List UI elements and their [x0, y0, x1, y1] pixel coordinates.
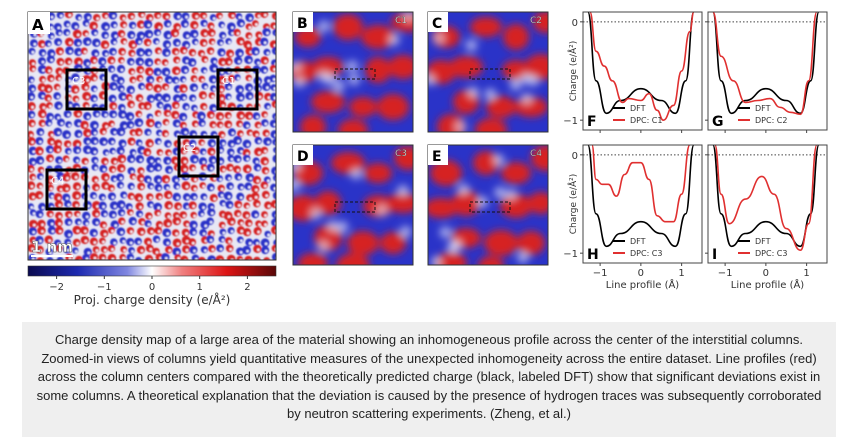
panel-label: E	[432, 149, 442, 165]
series-line-dft	[587, 145, 695, 248]
figure-caption: Charge density map of a large area of th…	[22, 322, 836, 437]
scale-bar-label: 1 nm	[31, 238, 73, 256]
line-profile-box	[469, 68, 511, 80]
y-tick-label: −1	[563, 249, 578, 260]
series-line-dpc	[591, 145, 691, 223]
series-line-dft	[712, 145, 820, 248]
colorbar-tick-label: 1	[197, 282, 203, 293]
column-box-c3: C3	[65, 68, 108, 111]
line-profile-box	[334, 68, 376, 80]
svg-text:C1: C1	[222, 76, 235, 87]
line-profile-box	[469, 201, 511, 213]
column-box-c2: C2	[177, 135, 220, 178]
colorbar-label: Proj. charge density (e/Å²)	[74, 292, 231, 307]
x-axis-label: Line profile (Å)	[606, 278, 680, 291]
series-line-dft	[712, 12, 820, 115]
column-box-c4: C4	[45, 168, 88, 211]
legend-label: DPC: C3	[630, 249, 662, 258]
panel-label: G	[712, 114, 724, 130]
legend-label: DFT	[755, 104, 771, 113]
x-tick-label: 1	[678, 268, 684, 279]
x-tick-label: 1	[803, 268, 809, 279]
legend-label: DPC: C1	[630, 116, 662, 125]
colorbar: −2 −1 0 1 2 Proj. charge density (e/Å²)	[27, 265, 277, 307]
legend-label: DFT	[630, 237, 646, 246]
colorbar-tick-label: 2	[244, 282, 250, 293]
plot-frame	[582, 11, 703, 131]
colorbar-tick-label: −2	[49, 282, 64, 293]
column-tag: C2	[530, 16, 542, 26]
plot-frame	[707, 144, 828, 264]
panel-label: C	[432, 16, 442, 32]
y-tick-label: 0	[572, 18, 578, 29]
column-box-c1: C1	[216, 68, 259, 111]
legend-label: DPC: C2	[755, 116, 787, 125]
colorbar-tick-label: 0	[149, 282, 155, 293]
plot-frame	[707, 11, 828, 131]
zoom-panel-d: D C3	[292, 144, 414, 266]
panel-label: B	[297, 16, 308, 32]
panel-label: H	[587, 247, 599, 263]
zoom-panel-c: C C2	[427, 11, 549, 133]
scale-bar	[31, 255, 73, 257]
panel-a-charge-map: A C3 C1 C2 C4 1 nm	[27, 11, 277, 261]
x-tick-label: −1	[718, 268, 733, 279]
line-plot-f: F DFT DPC: C1 0 −1 Charge (e/Å²)	[563, 11, 703, 133]
zoom-panel-b: B C1	[292, 11, 414, 133]
column-tag: C3	[395, 149, 407, 159]
y-tick-label: 0	[572, 151, 578, 162]
zoom-panel-e: E C4	[427, 144, 549, 266]
x-tick-label: 0	[638, 268, 644, 279]
svg-text:C4: C4	[51, 176, 64, 187]
y-axis-label: Charge (e/Å²)	[567, 174, 579, 235]
y-tick-label: −1	[563, 116, 578, 127]
legend-label: DPC: C3	[755, 249, 787, 258]
x-tick-label: 0	[763, 268, 769, 279]
series-line-dft	[587, 12, 695, 115]
y-axis-label: Charge (e/Å²)	[567, 41, 579, 102]
series-line-dpc	[712, 12, 818, 116]
series-line-dpc	[714, 145, 818, 252]
line-profile-box	[334, 201, 376, 213]
panel-label-a: A	[32, 16, 44, 34]
panel-label: F	[587, 114, 597, 130]
colorbar-tick-label: −1	[97, 282, 112, 293]
legend-label: DFT	[630, 104, 646, 113]
figure: A C3 C1 C2 C4 1 nm −2 −1 0 1 2 Proj. charge …	[27, 11, 828, 307]
line-plot-g: G DFT DPC: C2	[705, 11, 828, 133]
series-line-dpc	[589, 12, 695, 121]
svg-text:C2: C2	[183, 143, 196, 154]
svg-text:C3: C3	[72, 76, 85, 87]
plot-frame	[582, 144, 703, 264]
panel-label: I	[712, 247, 717, 263]
column-tag: C4	[530, 149, 542, 159]
x-tick-label: −1	[593, 268, 608, 279]
legend-label: DFT	[755, 237, 771, 246]
x-axis-label: Line profile (Å)	[731, 278, 805, 291]
panel-label: D	[297, 149, 309, 165]
column-tag: C1	[395, 16, 407, 26]
